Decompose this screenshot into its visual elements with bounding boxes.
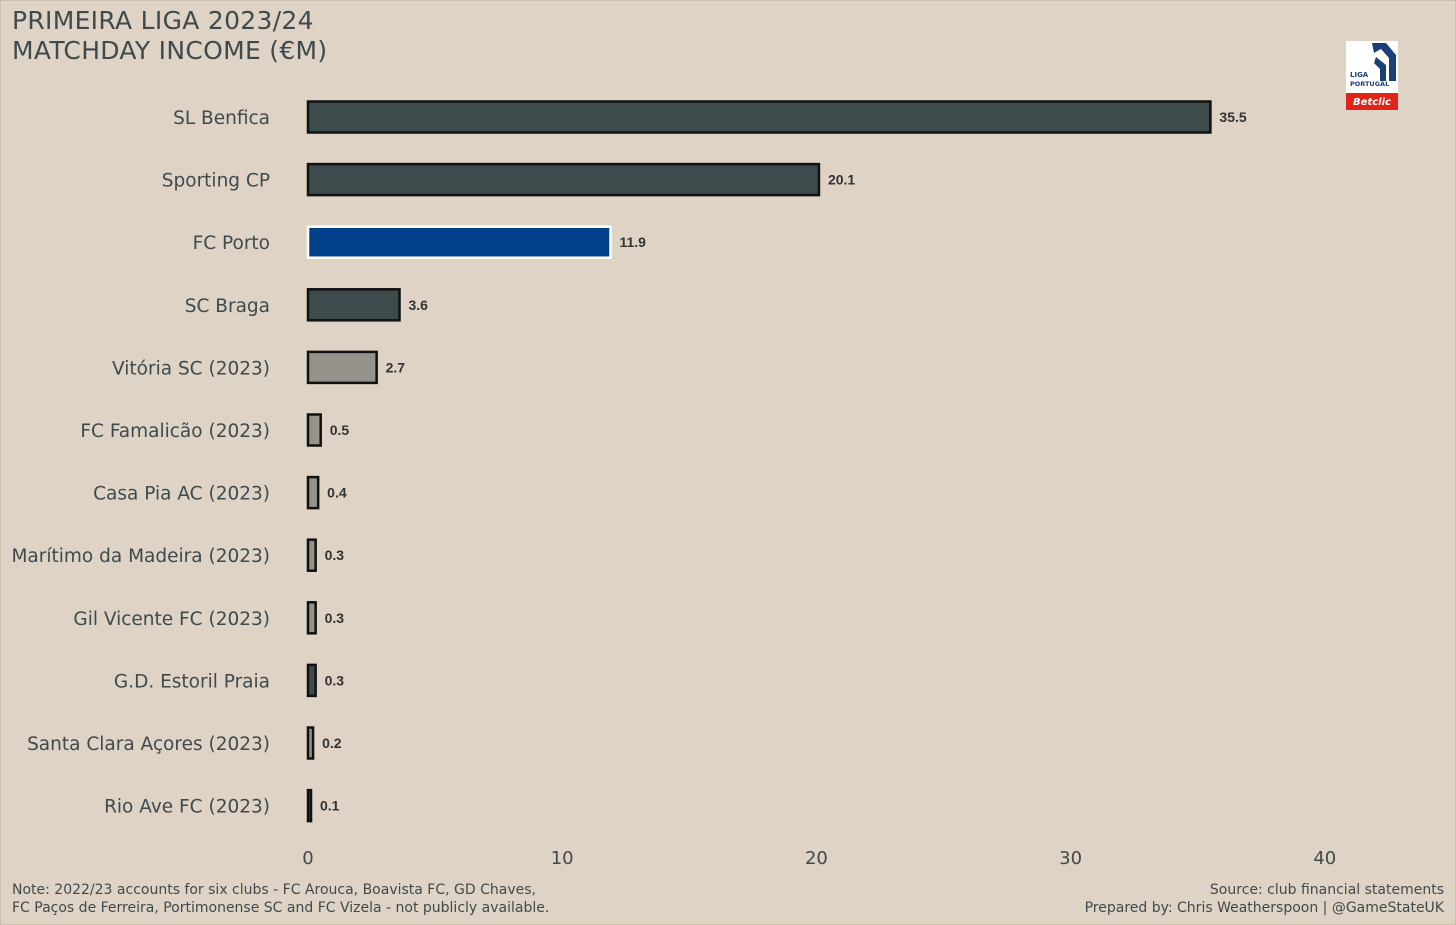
value-label: 35.5 [1219, 109, 1246, 125]
value-labels: 35.5 20.1 11.9 3.6 2.7 0.5 0.4 0.3 0.3 0.3 0.2 0.1 [320, 109, 1247, 814]
category-label: Gil Vicente FC (2023) [73, 609, 270, 630]
logo-text-betclic: Betclic [1353, 97, 1391, 108]
category-label: Sporting CP [162, 171, 270, 192]
note-line-2: FC Paços de Ferreira, Portimonense SC an… [12, 900, 550, 916]
bar [306, 100, 1212, 134]
value-label: 11.9 [619, 234, 646, 250]
category-label: SL Benfica [173, 108, 270, 129]
category-label: Rio Ave FC (2023) [104, 797, 270, 818]
source-text: Source: club financial statements [1209, 882, 1444, 898]
category-label: FC Porto [193, 233, 270, 254]
title-line-1: PRIMEIRA LIGA 2023/24 [12, 6, 314, 35]
value-label: 0.3 [325, 610, 345, 626]
category-label: Marítimo da Madeira (2023) [11, 546, 270, 567]
category-label: Santa Clara Açores (2023) [27, 734, 270, 755]
value-label: 2.7 [386, 359, 406, 375]
x-axis: 0 10 20 30 40 [302, 848, 1336, 869]
logo-text-portugal: PORTUGAL [1350, 80, 1389, 88]
x-tick-label: 0 [302, 848, 313, 869]
note-line-1: Note: 2022/23 accounts for six clubs - F… [12, 882, 536, 898]
bar [306, 288, 401, 322]
category-label: G.D. Estoril Praia [114, 671, 270, 692]
category-label: Vitória SC (2023) [112, 358, 270, 379]
x-tick-label: 10 [551, 848, 574, 869]
chart-title: PRIMEIRA LIGA 2023/24 MATCHDAY INCOME (€… [12, 6, 328, 66]
bar [306, 225, 612, 259]
bar [306, 413, 322, 447]
value-label: 0.2 [322, 735, 342, 751]
prepared-by-text: Prepared by: Chris Weatherspoon | @GameS… [1084, 900, 1444, 916]
liga-portugal-logo: LIGA PORTUGAL Betclic [1346, 41, 1398, 110]
bar [306, 350, 378, 385]
category-label: Casa Pia AC (2023) [93, 484, 270, 505]
value-label: 0.3 [325, 547, 345, 563]
footer-credits: Source: club financial statements Prepar… [1085, 881, 1444, 917]
bar [306, 726, 315, 760]
logo-mark-lower [1374, 57, 1386, 81]
category-labels: SL Benfica Sporting CP FC Porto SC Braga Vit… [11, 108, 270, 818]
value-label: 20.1 [828, 172, 855, 188]
bar [306, 663, 317, 698]
footer-note: Note: 2022/23 accounts for six clubs - F… [12, 881, 549, 917]
bar [306, 475, 320, 510]
bar [306, 162, 821, 197]
bar [306, 538, 317, 572]
x-tick-label: 30 [1059, 848, 1082, 869]
value-label: 0.5 [330, 422, 350, 438]
category-label: SC Braga [185, 296, 270, 317]
x-tick-label: 20 [805, 848, 828, 869]
logo-text-liga: LIGA [1350, 71, 1369, 79]
category-label: FC Famalicão (2023) [80, 421, 270, 442]
value-label: 0.1 [320, 798, 340, 814]
value-label: 0.3 [325, 672, 345, 688]
bar [306, 788, 313, 823]
logo-mark-upper [1372, 43, 1396, 81]
value-label: 0.4 [327, 485, 347, 501]
title-line-2: MATCHDAY INCOME (€M) [12, 36, 328, 65]
bars-layer [306, 100, 1212, 823]
value-label: 3.6 [409, 297, 429, 313]
bar [306, 601, 317, 635]
logo-sponsor-band [1346, 93, 1398, 110]
x-tick-label: 40 [1313, 848, 1336, 869]
